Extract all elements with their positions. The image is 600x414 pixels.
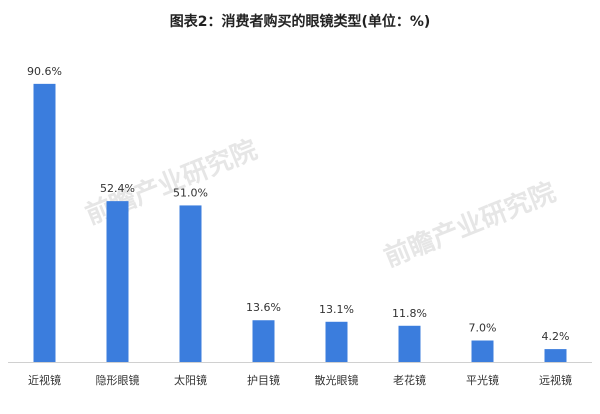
x-tick-label: 护目镜 [247,373,280,387]
x-tick-label: 太阳镜 [174,373,207,387]
bar [398,325,421,362]
bar [252,320,275,362]
x-tick-label: 近视镜 [28,373,61,387]
value-label: 52.4% [100,182,135,195]
bar [106,201,129,362]
bar [179,205,202,362]
value-label: 11.8% [392,307,427,320]
value-label: 51.0% [173,186,208,199]
x-tick-label: 隐形眼镜 [96,373,140,387]
value-label: 7.0% [469,322,497,335]
value-label: 90.6% [27,65,62,78]
x-tick-label: 远视镜 [539,373,572,387]
bar [325,321,348,362]
value-label: 4.2% [542,330,570,343]
watermark: 前瞻产业研究院 [380,176,560,273]
x-tick-label: 平光镜 [466,373,499,387]
chart-title: 图表2：消费者购买的眼镜类型(单位：%) [170,13,431,30]
value-label: 13.6% [246,301,281,314]
bar [544,349,567,362]
value-label: 13.1% [319,303,354,316]
x-tick-label: 老花镜 [393,373,426,387]
x-tick-label: 散光眼镜 [315,373,359,387]
bar [33,83,56,362]
bar [471,340,494,362]
